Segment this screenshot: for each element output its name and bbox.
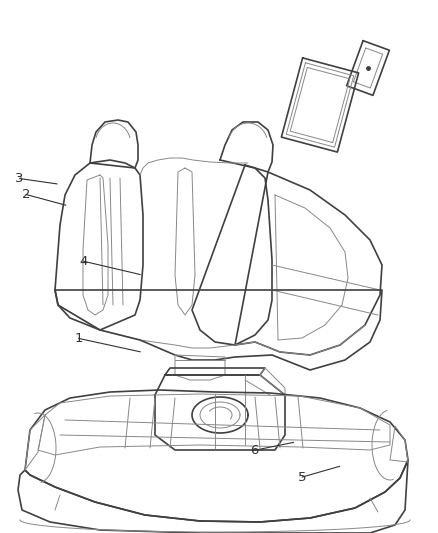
Text: 5: 5	[298, 471, 307, 483]
Text: 1: 1	[74, 332, 83, 345]
Text: 2: 2	[22, 188, 31, 201]
Text: 4: 4	[79, 255, 88, 268]
Text: 3: 3	[15, 172, 24, 185]
Text: 6: 6	[250, 444, 258, 457]
